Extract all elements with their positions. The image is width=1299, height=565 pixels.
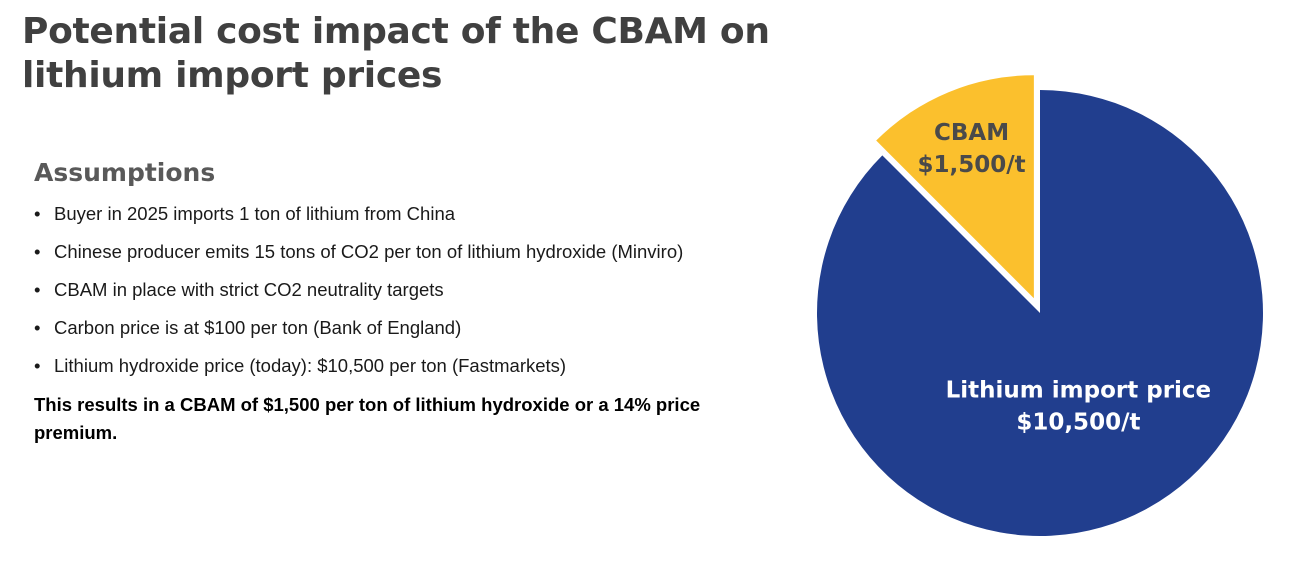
assumption-item: Buyer in 2025 imports 1 ton of lithium f… (34, 201, 740, 227)
assumption-item: Lithium hydroxide price (today): $10,500… (34, 353, 740, 379)
pie-slice-label: CBAM $1,500/t (918, 120, 1026, 178)
pie-slice-label-line: $10,500/t (1016, 410, 1140, 436)
pie-slice-label-line: CBAM (934, 120, 1009, 146)
assumptions-heading: Assumptions (34, 158, 216, 187)
conclusion-text: This results in a CBAM of $1,500 per ton… (34, 394, 701, 443)
pie-slice-label: Lithium import price $10,500/t (946, 378, 1212, 436)
pie-slice (876, 75, 1034, 299)
assumptions-panel: Assumptions Buyer in 2025 imports 1 ton … (34, 156, 740, 447)
assumptions-list: Buyer in 2025 imports 1 ton of lithium f… (34, 201, 740, 379)
pie-slice-label-line: Lithium import price (946, 378, 1212, 404)
pie-slice (816, 90, 1264, 536)
pie-slice-label-line: $1,500/t (918, 152, 1026, 178)
assumption-item: Carbon price is at $100 per ton (Bank of… (34, 315, 740, 341)
slide-title: Potential cost impact of the CBAM on lit… (22, 11, 770, 96)
assumption-item: CBAM in place with strict CO2 neutrality… (34, 277, 740, 303)
assumption-item: Chinese producer emits 15 tons of CO2 pe… (34, 239, 740, 265)
